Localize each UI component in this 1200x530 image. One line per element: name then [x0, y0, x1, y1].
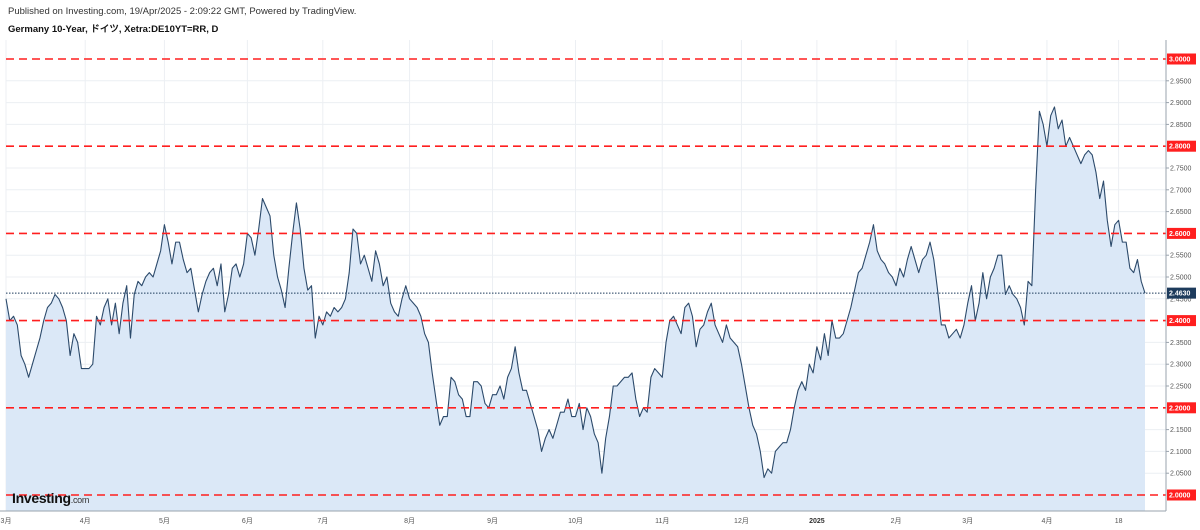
x-tick-label: 2025	[809, 518, 825, 525]
y-tick-label: 2.2500	[1170, 384, 1192, 391]
chart-title: Germany 10-Year, ドイツ, Xetra:DE10YT=RR, D	[8, 24, 219, 35]
y-tick-label: 2.7500	[1170, 166, 1192, 173]
x-tick-label: 3月	[962, 517, 973, 525]
y-tick-label: 2.1500	[1170, 427, 1192, 434]
y-tick-label: 2.3500	[1170, 340, 1192, 347]
level-tag	[1167, 402, 1196, 414]
x-tick-label: 2月	[891, 517, 902, 525]
x-tick-label: 4月	[80, 517, 91, 525]
level-tag	[1167, 489, 1196, 501]
y-tick-label: 2.0500	[1170, 471, 1192, 478]
y-tick-label: 2.9500	[1170, 78, 1192, 85]
level-label: 2.4000	[1169, 318, 1191, 325]
published-note: Published on Investing.com, 19/Apr/2025 …	[8, 6, 357, 17]
x-tick-label: 3月	[1, 517, 12, 525]
y-tick-label: 2.9000	[1170, 100, 1192, 107]
y-tick-label: 2.6500	[1170, 209, 1192, 216]
last-price-tag	[1167, 287, 1196, 299]
y-tick-label: 2.5500	[1170, 253, 1192, 260]
investing-logo: Investing.com	[12, 490, 90, 506]
x-tick-label: 5月	[159, 517, 170, 525]
x-tick-label: 11月	[655, 517, 669, 525]
level-label: 3.0000	[1169, 57, 1191, 64]
x-tick-label: 10月	[568, 517, 583, 525]
time-axis: 3月 4月 5月 6月 7月 8月 9月 10月 11月 12月 2025 2月 3月 4月 18	[0, 510, 1166, 525]
y-tick-label: 2.8500	[1170, 122, 1192, 129]
price-line	[5, 106, 1146, 479]
x-tick-label: 18	[1115, 518, 1123, 525]
price-axis: 2.0500 2.1000 2.1500 2.2500 2.3000 2.3500 2.45…	[1166, 78, 1196, 478]
level-tag	[1167, 315, 1196, 327]
level-label: 2.6000	[1169, 231, 1191, 238]
price-area-fill	[6, 106, 1145, 512]
x-tick-label: 9月	[487, 517, 498, 525]
level-tag	[1167, 140, 1196, 152]
x-tick-label: 8月	[404, 517, 415, 525]
y-tick-label: 2.1000	[1170, 449, 1192, 456]
level-tag	[1167, 53, 1196, 65]
level-label: 2.2000	[1169, 405, 1191, 412]
last-price-label: 2.4630	[1169, 291, 1191, 298]
x-tick-label: 7月	[317, 517, 328, 525]
x-tick-label: 6月	[242, 517, 253, 525]
y-tick-label: 2.7000	[1170, 187, 1192, 194]
y-tick-label: 2.4500	[1170, 296, 1192, 303]
y-tick-label: 2.3000	[1170, 362, 1192, 369]
x-tick-label: 12月	[734, 517, 749, 525]
level-tag	[1167, 227, 1196, 239]
x-tick-label: 4月	[1041, 517, 1052, 525]
level-label: 2.0000	[1169, 493, 1191, 500]
level-label: 2.8000	[1169, 144, 1191, 151]
y-tick-label: 2.5000	[1170, 275, 1192, 282]
horizontal-levels: 2.0000 2.2000 2.4000 2.6000 2.8000 3.0000	[6, 53, 1196, 501]
